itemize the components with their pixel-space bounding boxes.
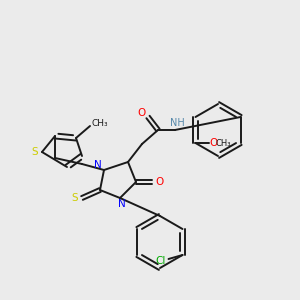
Text: S: S (32, 147, 38, 157)
Text: O: O (137, 108, 145, 118)
Text: CH₃: CH₃ (92, 119, 108, 128)
Text: NH: NH (169, 118, 184, 128)
Text: Cl: Cl (155, 256, 166, 266)
Text: N: N (94, 160, 102, 170)
Text: CH₃: CH₃ (216, 139, 231, 148)
Text: O: O (209, 138, 217, 148)
Text: S: S (72, 193, 78, 203)
Text: O: O (155, 177, 163, 187)
Text: N: N (118, 199, 126, 209)
